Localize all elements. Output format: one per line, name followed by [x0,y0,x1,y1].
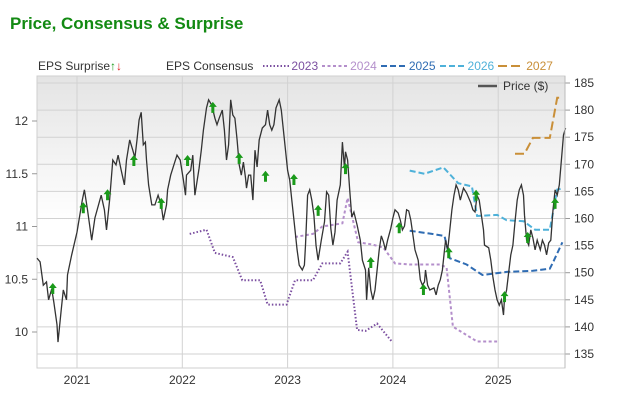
right-tick-label: 155 [574,239,594,253]
legend-series: 2023 2024 2025 2026 2027 [259,59,553,73]
series-lines [36,96,567,343]
surprise-arrow-up-icon [129,155,138,167]
legend-swatch [322,65,349,67]
legend-item-2026: 2026 [439,59,495,73]
axes: 185 180 175 170 165 160 155 150 145 140 135 12 11.5 1… [5,76,594,387]
right-tick-label: 140 [574,320,594,334]
right-tick-label: 165 [574,184,594,198]
surprise-arrow-up-icon [208,101,217,113]
price-legend: Price ($) [478,79,548,93]
surprise-arrow-up-icon [395,222,404,234]
surprise-arrow-up-icon [183,155,192,167]
x-tick-label: 2022 [169,373,196,387]
legend-item-label: 2026 [467,59,495,73]
surprise-arrow-up-icon [366,256,375,268]
surprise-arrow-up-icon [289,174,298,186]
right-tick-label: 135 [574,347,594,361]
surprise-markers [48,101,560,303]
left-tick-label: 11.5 [6,167,29,181]
legend-item-2023: 2023 [263,59,318,73]
x-tick-label: 2025 [485,373,512,387]
price-legend-label: Price ($) [503,79,548,93]
surprise-arrow-up-icon [444,247,453,259]
legend-swatch [439,65,466,67]
surprise-arrow-up-icon [103,189,112,201]
legend-swatch [263,65,290,67]
right-tick-label: 170 [574,157,594,171]
left-tick-label: 10.5 [5,272,29,286]
legend-item-2025: 2025 [380,59,436,73]
legend-item-label: 2027 [526,59,553,73]
surprise-arrow-up-icon [48,282,57,294]
legend-surprise-label: EPS Surprise [38,59,111,73]
plot-area [36,75,566,369]
left-tick-label: 11 [16,220,29,234]
x-tick-label: 2023 [274,373,301,387]
legend-item-label: 2024 [350,59,377,73]
gridlines [37,76,565,368]
consensus-line-2025 [409,229,564,277]
surprise-arrow-up-icon [523,232,532,244]
right-tick-label: 185 [574,76,594,90]
surprise-arrow-up-icon [79,202,88,214]
legend-item-label: 2025 [408,59,436,73]
arrow-up-icon: ↑ [110,59,117,73]
right-tick-label: 145 [574,293,594,307]
surprise-arrow-up-icon [472,189,481,201]
legend-swatch [380,65,407,67]
x-tick-label: 2021 [64,373,91,387]
legend-surprise: EPS Surprise↑↓ [38,59,122,73]
legend-item-label: 2023 [291,59,319,73]
legend: EPS Surprise↑↓ EPS Consensus 2023 2024 202… [38,59,553,73]
surprise-arrow-up-icon [157,197,166,209]
right-tick-label: 175 [574,130,594,144]
right-tick-label: 180 [574,103,594,117]
right-tick-label: 160 [574,212,594,226]
legend-consensus-label: EPS Consensus [166,59,254,73]
legend-item-2024: 2024 [322,59,377,73]
consensus-line-2024 [294,197,498,343]
arrow-down-icon: ↓ [116,59,123,73]
consensus-line-2027 [515,96,563,155]
surprise-arrow-up-icon [261,170,270,182]
legend-item-2027: 2027 [498,59,553,73]
surprise-arrow-up-icon [419,284,428,296]
chart-title: Price, Consensus & Surprise [10,14,244,33]
surprise-arrow-up-icon [314,204,323,216]
right-tick-label: 150 [574,266,594,280]
surprise-arrow-up-icon [235,152,244,164]
left-tick-label: 12 [15,114,29,128]
legend-swatch [498,65,525,67]
surprise-arrow-up-icon [341,163,350,175]
x-tick-label: 2024 [380,373,407,387]
left-tick-label: 10 [15,325,29,339]
price-line [36,97,567,343]
consensus-line-2026 [409,166,563,231]
surprise-arrow-up-icon [551,197,560,209]
surprise-arrow-up-icon [500,291,509,303]
